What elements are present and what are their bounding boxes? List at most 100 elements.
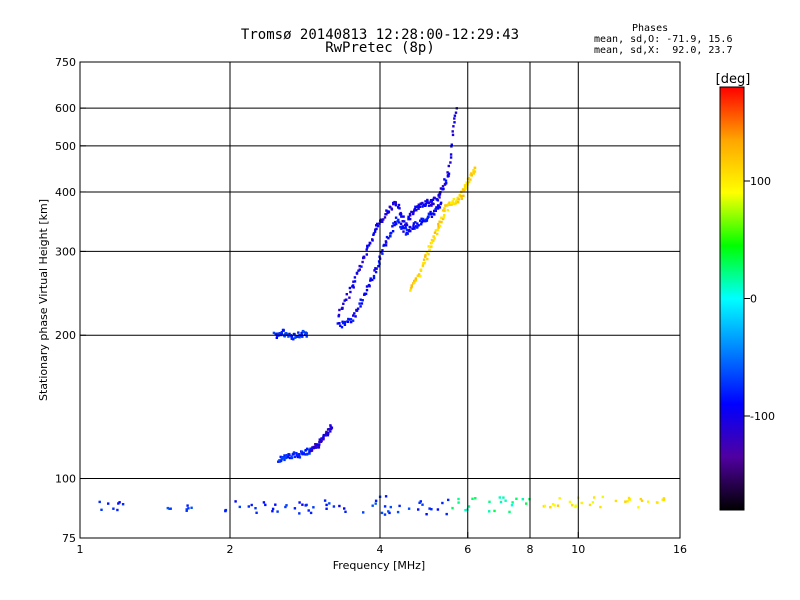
data-point <box>116 508 119 512</box>
data-point <box>422 219 425 223</box>
colorbar-tick-label: 100 <box>750 175 771 188</box>
data-point <box>413 208 416 211</box>
data-point <box>408 212 412 216</box>
data-point <box>461 188 465 191</box>
data-point <box>558 497 561 500</box>
data-point <box>323 499 327 502</box>
y-tick-label: 75 <box>62 532 76 545</box>
data-point <box>439 187 443 190</box>
data-point <box>338 322 341 325</box>
data-point <box>355 308 358 312</box>
data-point <box>298 455 301 458</box>
data-point <box>443 207 446 210</box>
data-point <box>376 222 379 226</box>
data-point <box>424 200 427 203</box>
data-point <box>407 229 411 233</box>
data-point <box>508 510 511 514</box>
data-point <box>360 265 363 268</box>
data-point <box>511 501 514 504</box>
data-point <box>414 221 417 224</box>
data-point <box>290 455 293 458</box>
data-point <box>439 201 443 204</box>
data-point <box>380 511 384 515</box>
data-point <box>276 510 279 513</box>
data-point <box>328 502 331 505</box>
y-axis: 75 100 200 300 400 500 600 750 <box>55 56 86 545</box>
data-point <box>292 451 296 454</box>
data-point <box>396 510 400 514</box>
data-point <box>551 503 555 506</box>
data-point <box>425 201 429 204</box>
data-point <box>424 204 427 207</box>
data-point <box>556 504 560 507</box>
data-point <box>377 260 381 263</box>
data-point <box>350 320 353 324</box>
data-point <box>436 228 439 231</box>
data-point <box>365 288 369 292</box>
colorbar-ticks: 100 0 -100 <box>744 175 775 423</box>
data-point <box>427 201 431 204</box>
x-tick-label: 6 <box>464 543 471 556</box>
data-point <box>403 220 406 223</box>
data-point <box>413 209 416 212</box>
data-point <box>117 502 120 505</box>
data-point <box>463 184 467 187</box>
data-point <box>457 501 460 504</box>
data-point <box>571 504 574 507</box>
data-point <box>419 275 422 278</box>
data-point <box>342 302 345 305</box>
data-point <box>383 216 387 219</box>
data-point <box>447 164 450 168</box>
data-point <box>325 503 328 507</box>
data-point <box>488 500 491 503</box>
data-point <box>365 248 368 251</box>
x-tick-label: 16 <box>673 543 687 556</box>
data-point <box>447 498 450 502</box>
data-point <box>288 456 292 460</box>
data-point <box>462 194 465 197</box>
data-point <box>467 505 471 508</box>
data-point <box>298 336 301 339</box>
data-point <box>449 156 453 159</box>
data-point <box>381 252 384 255</box>
data-point <box>426 216 429 220</box>
data-point <box>361 299 364 302</box>
data-point <box>626 500 629 503</box>
data-point <box>372 233 375 236</box>
data-point <box>354 315 357 318</box>
data-point <box>453 202 456 205</box>
data-point <box>301 335 304 338</box>
data-point <box>346 320 350 323</box>
data-point <box>121 503 125 506</box>
data-point <box>318 440 321 444</box>
data-point <box>281 456 284 459</box>
data-point <box>422 217 425 221</box>
data-point <box>450 145 453 148</box>
data-point <box>433 237 436 240</box>
data-point <box>430 241 434 245</box>
x-axis: 1 2 4 6 8 10 16 <box>77 532 687 556</box>
data-point <box>385 235 389 239</box>
data-point <box>305 332 308 335</box>
data-point <box>297 331 300 334</box>
data-point <box>446 209 449 212</box>
data-point <box>380 218 383 221</box>
data-point <box>329 430 332 433</box>
data-point <box>525 502 528 505</box>
data-point <box>430 508 433 511</box>
data-point <box>278 332 281 335</box>
data-point <box>365 253 368 256</box>
data-point <box>326 434 330 437</box>
data-point <box>338 308 341 312</box>
data-point <box>290 335 293 338</box>
data-point <box>187 507 190 510</box>
data-point <box>384 495 388 498</box>
data-point <box>439 224 442 228</box>
data-point <box>424 203 427 206</box>
data-point <box>435 198 439 201</box>
data-point <box>310 449 314 452</box>
data-point <box>441 209 445 212</box>
data-point <box>451 506 454 510</box>
data-point <box>426 199 429 203</box>
